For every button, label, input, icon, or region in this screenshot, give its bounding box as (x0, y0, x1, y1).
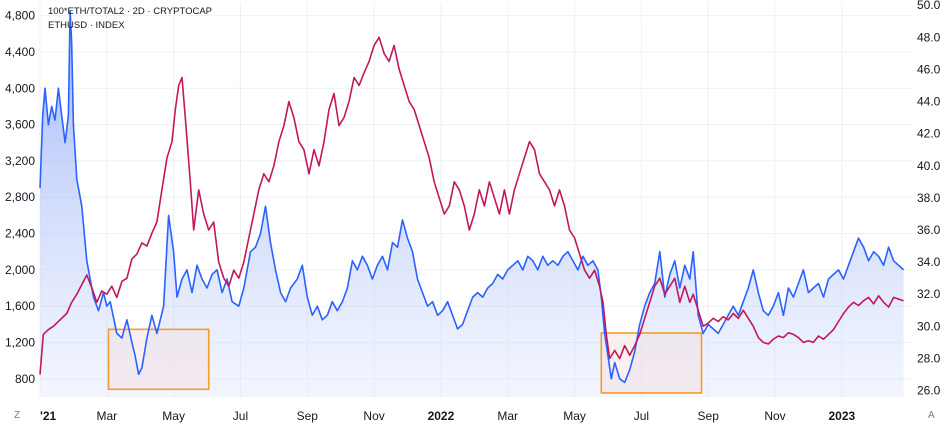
left-tick-label: 1,600 (5, 299, 35, 313)
left-tick-label: 2,800 (5, 190, 35, 204)
eth-area-fill (40, 11, 904, 397)
eth-dominance-line (39, 36, 904, 375)
left-tick-label: 800 (15, 372, 35, 386)
highlight-box-1 (107, 328, 210, 391)
right-tick-label: 42.0 (917, 127, 941, 141)
series-lines (39, 10, 905, 384)
left-tick-label: 1,200 (5, 336, 35, 350)
right-tick-label: 28.0 (917, 351, 941, 365)
right-tick-label: 38.0 (917, 191, 941, 205)
left-tick-label: 4,400 (5, 45, 35, 59)
right-tick-label: 32.0 (917, 287, 941, 301)
x-tick-label: 2023 (828, 409, 855, 423)
right-axis: 26.0 28.0 30.0 32.0 34.0 36.0 38.0 40.0 42.0 44.0… (917, 0, 941, 398)
x-tick-label: May (162, 409, 185, 423)
x-tick-label: Jul (634, 409, 649, 423)
x-tick-label: Jul (233, 409, 248, 423)
x-tick-label: Nov (764, 409, 785, 423)
x-tick-label: Mar (96, 409, 117, 423)
legend-line-1: 100*ETH/TOTAL2 · 2D · CRYPTOCAP (48, 6, 212, 17)
auto-scale-button[interactable]: A (928, 410, 935, 421)
left-tick-label: 4,800 (5, 9, 35, 23)
right-tick-label: 50.0 (917, 0, 941, 12)
right-tick-label: 36.0 (917, 223, 941, 237)
left-tick-label: 3,600 (5, 118, 35, 132)
left-tick-label: 2,000 (5, 263, 35, 277)
legend-line-2: ETHUSD · INDEX (48, 20, 125, 31)
annotation-boxes (107, 328, 703, 394)
x-tick-label: May (563, 409, 586, 423)
left-tick-label: 4,000 (5, 81, 35, 95)
right-tick-label: 48.0 (917, 30, 941, 44)
right-tick-label: 40.0 (917, 159, 941, 173)
left-tick-label: 3,200 (5, 154, 35, 168)
right-tick-label: 34.0 (917, 255, 941, 269)
right-tick-label: 46.0 (917, 62, 941, 76)
x-tick-label: '21 (40, 409, 57, 423)
right-tick-label: 30.0 (917, 319, 941, 333)
eth-area (40, 11, 904, 397)
left-tick-label: 2,400 (5, 227, 35, 241)
timezone-button[interactable]: Z (14, 410, 20, 421)
x-tick-label: Nov (363, 409, 384, 423)
left-axis: 800 1,200 1,600 2,000 2,400 2,800 3,200 3,600 4,… (5, 9, 35, 386)
right-tick-label: 26.0 (917, 384, 941, 398)
highlight-box-2 (600, 332, 703, 394)
right-tick-label: 44.0 (917, 95, 941, 109)
time-axis: '21 Mar May Jul Sep Nov 2022 Mar May Jul Sep Nov 202… (40, 409, 856, 423)
x-tick-label: Mar (497, 409, 518, 423)
legend: 100*ETH/TOTAL2 · 2D · CRYPTOCAP ETHUSD ·… (48, 6, 212, 31)
eth-price-line (39, 10, 905, 384)
x-tick-label: Sep (297, 409, 319, 423)
x-tick-label: 2022 (428, 409, 455, 423)
x-tick-label: Sep (698, 409, 720, 423)
